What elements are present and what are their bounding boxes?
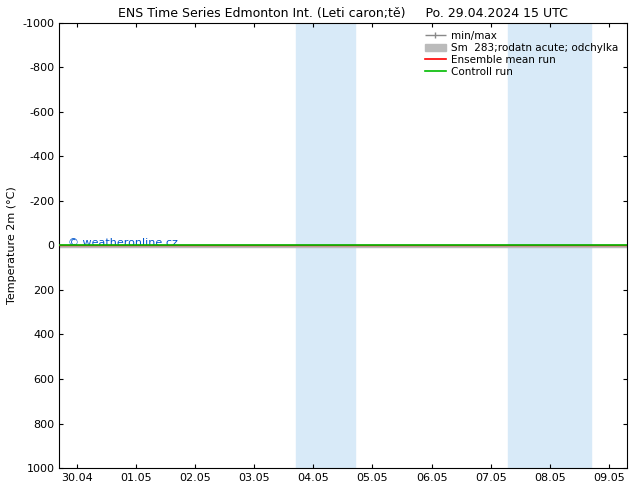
Y-axis label: Temperature 2m (°C): Temperature 2m (°C) (7, 187, 17, 304)
Title: ENS Time Series Edmonton Int. (Leti caron;tě)     Po. 29.04.2024 15 UTC: ENS Time Series Edmonton Int. (Leti caro… (118, 7, 568, 20)
Bar (508, 23, 591, 468)
Bar (295, 23, 355, 468)
Text: © weatheronline.cz: © weatheronline.cz (68, 238, 178, 248)
Legend: min/max, Sm  283;rodatn acute; odchylka, Ensemble mean run, Controll run: min/max, Sm 283;rodatn acute; odchylka, … (422, 28, 621, 80)
